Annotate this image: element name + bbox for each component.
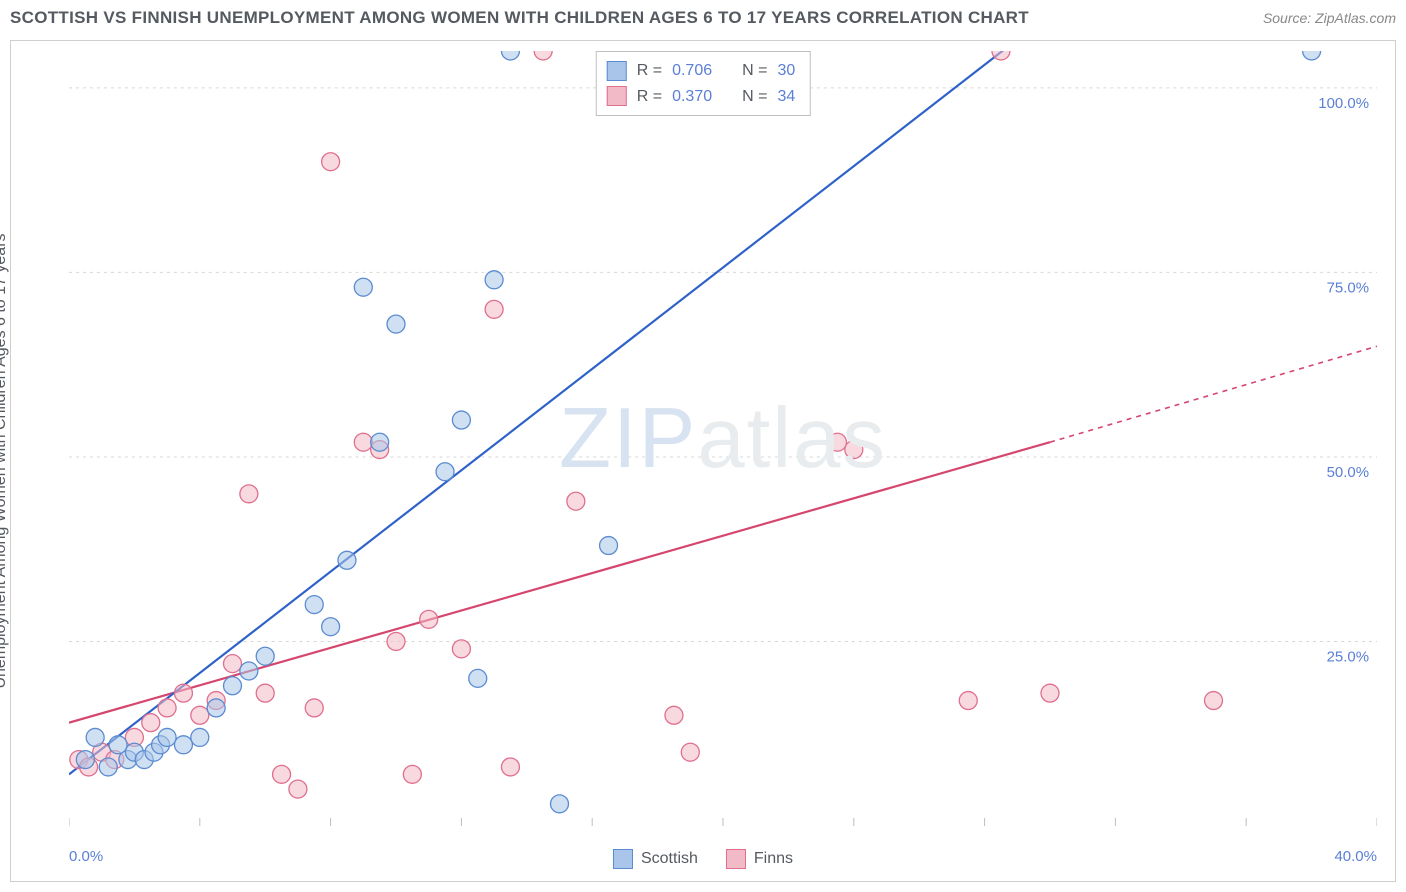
svg-text:75.0%: 75.0% [1327, 279, 1369, 296]
legend-item-finns: Finns [726, 849, 793, 869]
svg-text:50.0%: 50.0% [1327, 464, 1369, 481]
series-label-finns: Finns [754, 850, 793, 868]
r-value-finns: 0.370 [672, 84, 712, 110]
chart-title: SCOTTISH VS FINNISH UNEMPLOYMENT AMONG W… [10, 8, 1029, 28]
legend-row-scottish: R = 0.706 N = 30 [607, 58, 796, 84]
swatch-finns [607, 86, 627, 106]
x-axis-min-label: 0.0% [69, 848, 103, 865]
svg-text:25.0%: 25.0% [1327, 648, 1369, 665]
x-axis-max-label: 40.0% [1334, 848, 1377, 865]
source-label: Source: ZipAtlas.com [1263, 10, 1396, 26]
swatch-finns [726, 849, 746, 869]
series-legend: Scottish Finns [613, 849, 793, 869]
swatch-scottish [613, 849, 633, 869]
legend-item-scottish: Scottish [613, 849, 698, 869]
series-label-scottish: Scottish [641, 850, 698, 868]
r-label: R = [637, 58, 662, 84]
n-label: N = [742, 84, 767, 110]
chart-container: Unemployment Among Women with Children A… [10, 40, 1396, 882]
svg-text:100.0%: 100.0% [1318, 95, 1369, 112]
plot-area: ZIPatlas 25.0%50.0%75.0%100.0% [69, 51, 1377, 826]
n-value-finns: 34 [777, 84, 795, 110]
r-label: R = [637, 84, 662, 110]
r-value-scottish: 0.706 [672, 58, 712, 84]
correlation-legend: R = 0.706 N = 30 R = 0.370 N = 34 [596, 51, 811, 116]
legend-row-finns: R = 0.370 N = 34 [607, 84, 796, 110]
swatch-scottish [607, 61, 627, 81]
n-value-scottish: 30 [777, 58, 795, 84]
n-label: N = [742, 58, 767, 84]
y-axis-label: Unemployment Among Women with Children A… [0, 233, 10, 688]
chart-svg: 25.0% 50.0% 75.0% 100.0% [69, 51, 1377, 826]
